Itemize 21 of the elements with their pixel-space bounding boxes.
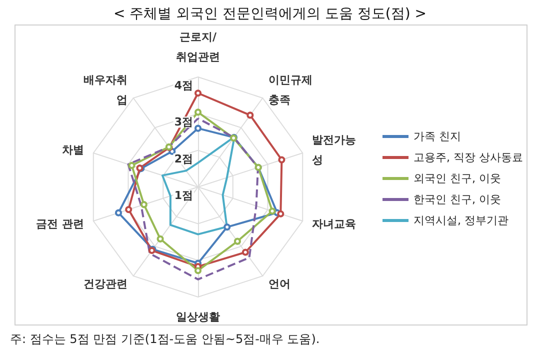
y-tick-label: 2점 [174,152,193,166]
spoke-label: 근로지/취업관련 [176,30,220,64]
y-tick-label: 4점 [174,79,193,92]
spoke-label: 발전가능성 [312,133,356,166]
text: 주: 점수는 5점 만점 기준(1점-도움 안됨~5점-매우 도움). [10,332,320,346]
spoke-label: 언어 [268,278,291,291]
legend-label: 가족 친지 [414,130,462,143]
spoke-label: 일상생활 [176,310,220,324]
spoke-label: 차별 [62,143,84,156]
spoke-label: 자녀교육 [312,218,356,231]
spoke-label: 금전 관련 [36,218,84,231]
y-tick-label: 3점 [174,116,193,129]
legend-label: 지역시설, 정부기관 [414,214,509,227]
spoke-label: 배우자취업 [83,73,128,106]
legend-label: 외국인 친구, 이웃 [414,172,502,185]
y-tick-label: 1점 [174,189,193,202]
spoke-label: 건강관련 [83,278,128,291]
legend-label: 고용주, 직장 상사동료 [414,151,524,164]
chart-title: < 주체별 외국인 전문인력에게의 도움 정도(점) > [113,6,427,22]
spoke-label: 이민규제 충족 [268,73,313,106]
legend-label: 한국인 친구, 이웃 [414,193,502,206]
